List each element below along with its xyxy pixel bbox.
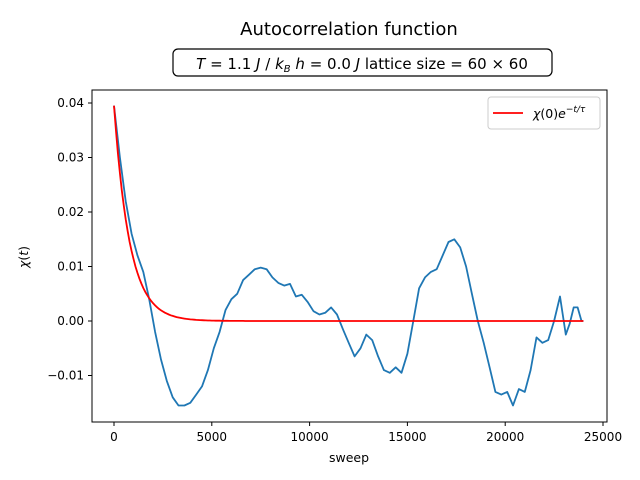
plot-curves xyxy=(113,105,584,407)
x-axis-ticks: 0 5000 10000 15000 20000 25000 xyxy=(110,422,622,444)
chart-title: Autocorrelation function xyxy=(240,19,458,40)
y-tick-label: 0.01 xyxy=(57,260,84,274)
legend: χ(0)e−t/τ xyxy=(487,96,601,130)
x-tick-label: 25000 xyxy=(584,430,622,444)
legend-box xyxy=(487,96,601,130)
subtitle: T = 1.1 J / kB h = 0.0 J lattice size = … xyxy=(196,55,528,75)
x-tick-label: 15000 xyxy=(388,430,426,444)
x-axis-label: sweep xyxy=(329,450,369,465)
y-tick-label: 0.02 xyxy=(57,205,84,219)
y-tick-label: 0.03 xyxy=(57,151,84,165)
y-axis-label: χ(t) xyxy=(16,246,31,269)
y-axis-ticks: −0.01 0.00 0.01 0.02 0.03 0.04 xyxy=(47,96,92,383)
exponential-fit-line xyxy=(113,105,584,322)
y-tick-label: −0.01 xyxy=(47,369,84,383)
autocorrelation-line xyxy=(113,105,584,407)
y-tick-label: 0.04 xyxy=(57,96,84,110)
plot-area xyxy=(91,89,608,423)
legend-label-fit: χ(0)e−t/τ xyxy=(532,105,586,121)
x-tick-label: 20000 xyxy=(486,430,524,444)
y-tick-label: 0.00 xyxy=(57,314,84,328)
x-tick-label: 5000 xyxy=(197,430,228,444)
x-tick-label: 10000 xyxy=(291,430,329,444)
x-tick-label: 0 xyxy=(110,430,118,444)
subtitle-box xyxy=(172,48,553,77)
